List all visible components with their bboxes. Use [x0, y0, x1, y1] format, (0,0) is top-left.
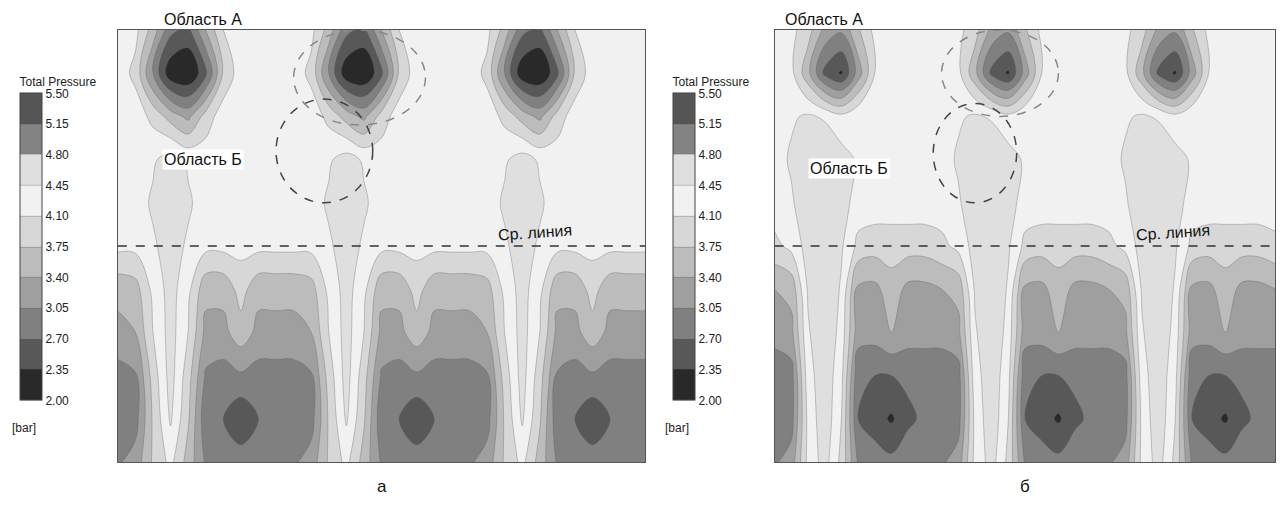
svg-text:Область Б: Область Б	[810, 160, 888, 177]
svg-text:3.40: 3.40	[45, 271, 69, 285]
svg-text:2.00: 2.00	[698, 394, 722, 408]
svg-text:2.35: 2.35	[698, 363, 722, 377]
svg-text:3.40: 3.40	[698, 271, 722, 285]
svg-text:2.70: 2.70	[45, 332, 69, 346]
svg-text:Ср. линия: Ср. линия	[1135, 221, 1210, 243]
svg-text:5.15: 5.15	[698, 117, 722, 131]
svg-text:3.05: 3.05	[45, 301, 69, 315]
svg-text:2.35: 2.35	[45, 363, 69, 377]
svg-text:4.80: 4.80	[45, 148, 69, 162]
svg-text:3.05: 3.05	[698, 301, 722, 315]
svg-text:б: б	[1020, 477, 1030, 496]
svg-text:4.10: 4.10	[45, 209, 69, 223]
svg-text:[bar]: [bar]	[665, 421, 689, 435]
svg-text:Область Б: Область Б	[164, 151, 242, 168]
svg-text:3.75: 3.75	[698, 240, 722, 254]
svg-text:4.45: 4.45	[698, 179, 722, 193]
svg-text:4.80: 4.80	[698, 148, 722, 162]
svg-text:Область А: Область А	[785, 11, 863, 28]
svg-text:[bar]: [bar]	[12, 421, 36, 435]
svg-text:4.10: 4.10	[698, 209, 722, 223]
svg-text:5.50: 5.50	[45, 87, 69, 101]
svg-text:5.50: 5.50	[698, 87, 722, 101]
svg-text:2.00: 2.00	[45, 394, 69, 408]
svg-text:2.70: 2.70	[698, 332, 722, 346]
svg-text:4.45: 4.45	[45, 179, 69, 193]
svg-text:Область А: Область А	[164, 11, 242, 28]
svg-text:Ср. линия: Ср. линия	[497, 221, 572, 243]
svg-text:а: а	[377, 477, 387, 496]
svg-text:Total Pressure: Total Pressure	[20, 75, 97, 89]
svg-text:3.75: 3.75	[45, 240, 69, 254]
svg-text:5.15: 5.15	[45, 117, 69, 131]
svg-text:Total Pressure: Total Pressure	[673, 75, 750, 89]
